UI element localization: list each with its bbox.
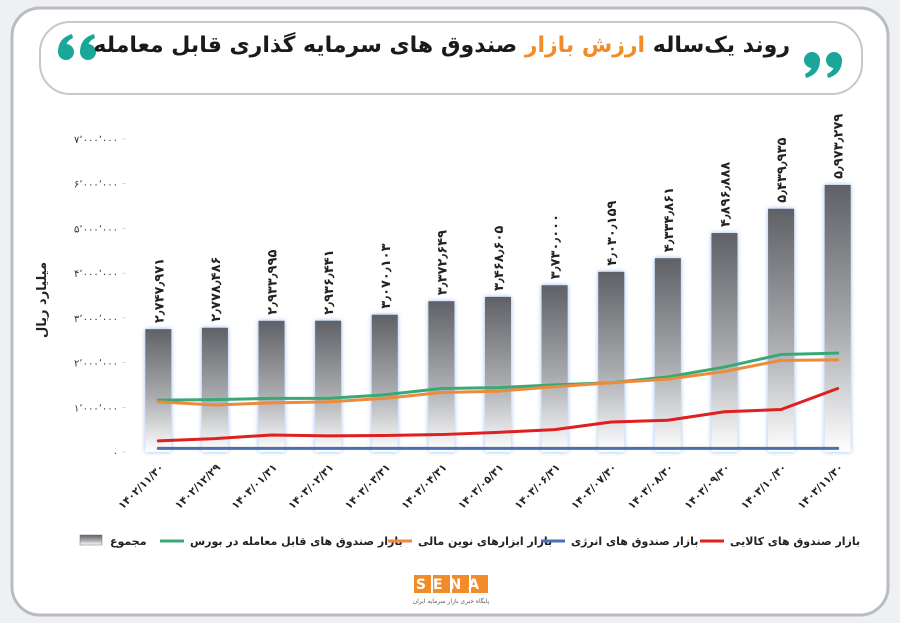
bar xyxy=(258,320,285,452)
bar xyxy=(541,285,568,452)
value-label: ۴٫۳۳۴٫۸۶۱ xyxy=(662,187,677,252)
value-label: ۳٫۰۷۰٫۱۰۳ xyxy=(379,243,394,308)
legend-label: مجموع xyxy=(110,535,147,548)
value-label: ۵٫۴۳۹٫۹۳۵ xyxy=(775,137,790,202)
y-tick-label: ۰ xyxy=(113,448,118,459)
quote-left xyxy=(58,34,96,60)
bar xyxy=(711,233,738,452)
y-tick-label: ۲٬۰۰۰٬۰۰۰ xyxy=(74,359,118,370)
y-tick-label: ۷٬۰۰۰٬۰۰۰ xyxy=(74,135,118,146)
bar xyxy=(145,329,172,452)
y-axis-title: میلیارد ریال xyxy=(35,262,50,338)
y-tick-label: ۳٬۰۰۰٬۰۰۰ xyxy=(74,314,118,325)
y-tick-label: ۵٬۰۰۰٬۰۰۰ xyxy=(74,224,118,235)
value-label: ۳٫۷۳۰٫۰۰۰ xyxy=(549,214,564,279)
title-part: روند یک‌ساله xyxy=(645,33,790,58)
value-label: ۳٫۳۷۲٫۶۴۹ xyxy=(435,230,450,295)
y-tick-label: ۴٬۰۰۰٬۰۰۰ xyxy=(74,269,118,280)
quote-right xyxy=(804,52,842,78)
legend-label: بازار ابزارهای نوین مالی xyxy=(418,535,552,548)
legend-label: بازار صندوق های کالایی xyxy=(730,535,860,548)
bar xyxy=(484,296,512,452)
value-label: ۲٫۷۴۷٫۹۷۱ xyxy=(152,258,167,323)
value-label: ۲٫۹۳۳٫۹۹۵ xyxy=(266,249,281,314)
logo: SENA پایگاه خبری بازار سرمایه ایران xyxy=(413,575,490,605)
bar xyxy=(315,320,342,452)
y-tick-label: ۶٬۰۰۰٬۰۰۰ xyxy=(74,180,118,191)
y-tick-label: ۱٬۰۰۰٬۰۰۰ xyxy=(74,403,118,414)
legend-swatch xyxy=(79,534,103,546)
bar xyxy=(654,258,681,452)
title-part: صندوق های سرمایه گذاری قابل معامله xyxy=(93,33,525,58)
bar xyxy=(201,327,228,452)
bar xyxy=(428,301,455,452)
line xyxy=(156,358,840,407)
bar xyxy=(824,184,851,452)
title-box xyxy=(39,21,863,95)
value-label: ۲٫۷۷۸٫۴۸۶ xyxy=(209,256,224,321)
logo-text: SENA xyxy=(416,577,486,593)
value-label: ۴٫۸۹۶٫۸۸۸ xyxy=(718,162,733,227)
chart-title: روند یک‌ساله ارزش بازار صندوق های سرمایه… xyxy=(93,33,790,58)
value-label: ۳٫۴۶۸٫۶۰۵ xyxy=(492,226,507,291)
logo-tagline: پایگاه خبری بازار سرمایه ایران xyxy=(413,597,490,605)
value-label: ۲٫۹۳۶٫۴۴۱ xyxy=(322,249,337,314)
legend-label: بازار صندوق های انرژی xyxy=(571,535,698,548)
value-label: ۵٫۹۷۳٫۲۷۹ xyxy=(832,114,847,179)
value-label: ۴٫۰۳۰٫۱۵۹ xyxy=(605,200,620,265)
line xyxy=(156,387,840,443)
line xyxy=(156,351,840,402)
bar xyxy=(768,208,795,452)
bar xyxy=(371,314,398,452)
bar xyxy=(598,271,625,452)
legend-label: بازار صندوق های قابل معامله در بورس xyxy=(190,535,403,548)
title-part: ارزش بازار xyxy=(524,33,646,58)
